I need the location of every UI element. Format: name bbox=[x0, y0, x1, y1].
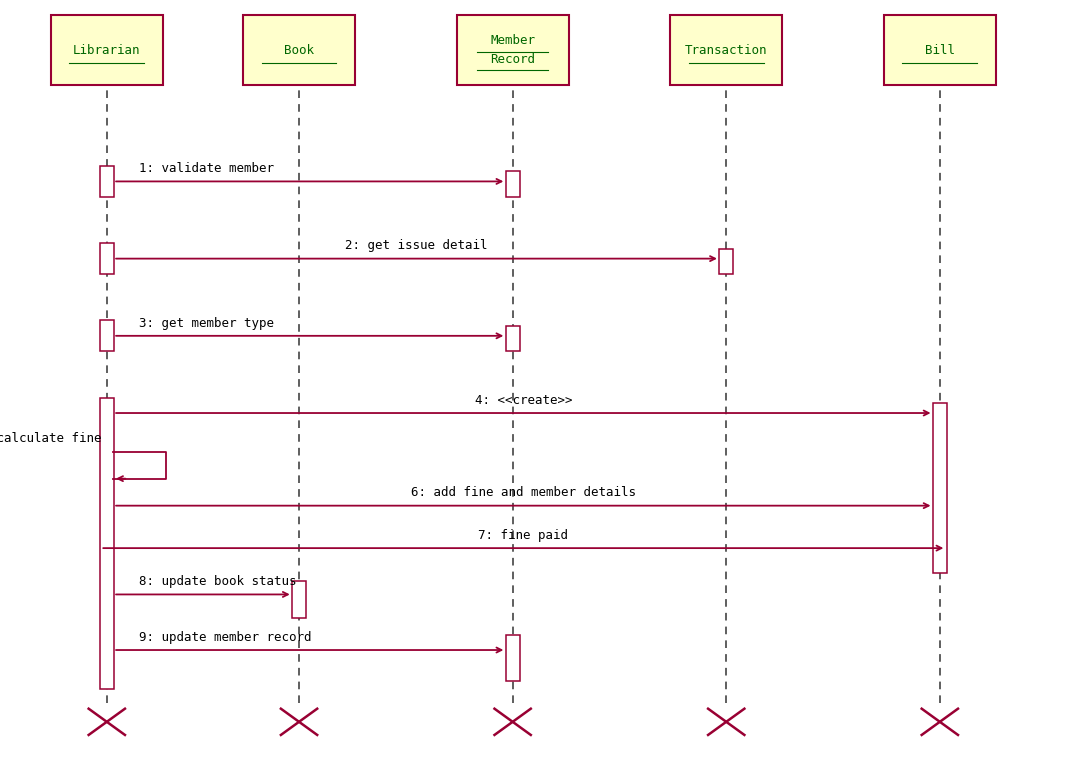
Text: 1: validate member: 1: validate member bbox=[139, 162, 273, 175]
Text: 9: update member record: 9: update member record bbox=[139, 631, 312, 644]
Text: Book: Book bbox=[284, 44, 314, 56]
Bar bbox=[100, 320, 114, 351]
Text: Transaction: Transaction bbox=[685, 44, 768, 56]
Text: 7: fine paid: 7: fine paid bbox=[478, 529, 568, 542]
Text: 2: get issue detail: 2: get issue detail bbox=[345, 239, 488, 252]
Bar bbox=[457, 15, 569, 85]
Text: 6: add fine and member details: 6: add fine and member details bbox=[411, 486, 635, 499]
Bar bbox=[244, 15, 355, 85]
Bar bbox=[506, 326, 519, 351]
Bar bbox=[100, 398, 114, 689]
Text: Bill: Bill bbox=[925, 44, 955, 56]
Bar bbox=[100, 166, 114, 197]
Text: 4: <<create>>: 4: <<create>> bbox=[474, 394, 572, 407]
Bar bbox=[933, 403, 947, 573]
Bar bbox=[671, 15, 782, 85]
Text: 5: calculate fine: 5: calculate fine bbox=[0, 432, 101, 445]
Bar bbox=[100, 243, 114, 274]
Text: Record: Record bbox=[490, 53, 535, 66]
Bar bbox=[506, 635, 519, 681]
Bar bbox=[51, 15, 162, 85]
Text: 3: get member type: 3: get member type bbox=[139, 317, 273, 330]
Text: Member: Member bbox=[490, 35, 535, 47]
Bar bbox=[506, 171, 519, 197]
Bar bbox=[720, 249, 734, 274]
Text: Librarian: Librarian bbox=[73, 44, 141, 56]
Bar bbox=[293, 581, 307, 618]
Bar bbox=[884, 15, 995, 85]
Text: 8: update book status: 8: update book status bbox=[139, 575, 296, 588]
